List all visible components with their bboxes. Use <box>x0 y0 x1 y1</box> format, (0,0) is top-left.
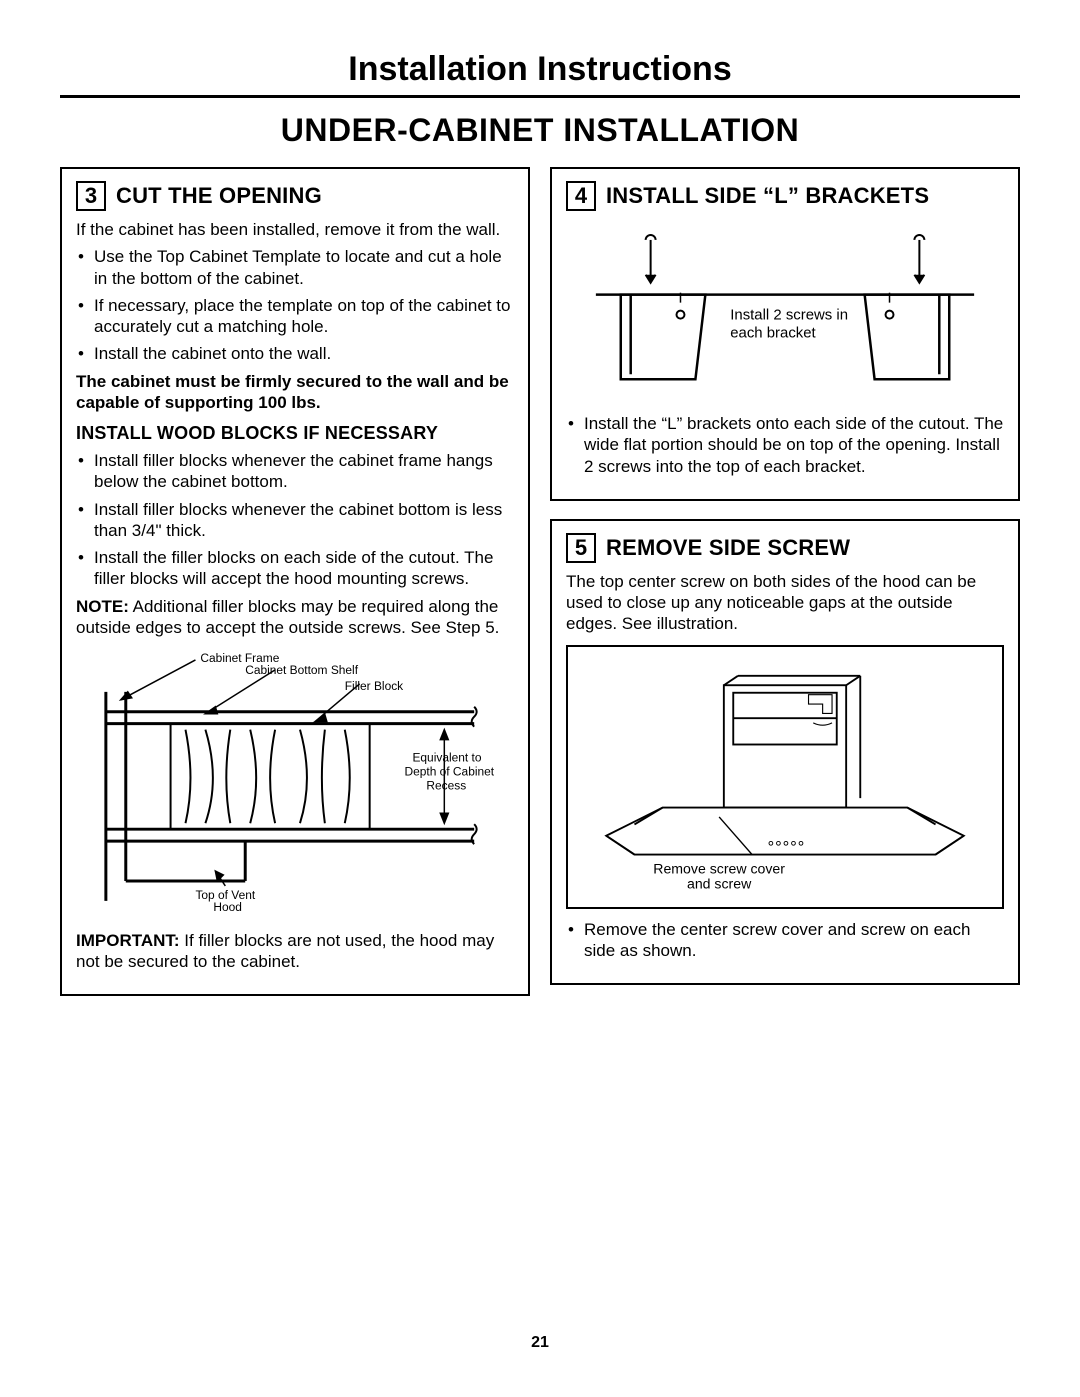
two-column-layout: 3 CUT THE OPENING If the cabinet has bee… <box>60 167 1020 1014</box>
bullet-item: Remove the center screw cover and screw … <box>566 919 1004 962</box>
bullet-item: Install the filler blocks on each side o… <box>76 547 514 590</box>
label-filler-block: Filler Block <box>345 679 403 693</box>
step-4-bullets: Install the “L” brackets onto each side … <box>566 413 1004 477</box>
l-bracket-diagram-svg: Install 2 screws in each bracket <box>566 225 1004 394</box>
step-4-diagram: Install 2 screws in each bracket <box>566 221 1004 403</box>
label-bottom-shelf: Cabinet Bottom Shelf <box>245 663 358 677</box>
left-column: 3 CUT THE OPENING If the cabinet has bee… <box>60 167 530 1014</box>
label-equiv: Equivalent to <box>412 750 481 764</box>
label-depth: Depth of Cabinet <box>404 764 494 778</box>
right-column: 4 INSTALL SIDE “L” BRACKETS <box>550 167 1020 1014</box>
label-install-screws-2: each bracket <box>730 324 816 341</box>
bullet-item: Install the “L” brackets onto each side … <box>566 413 1004 477</box>
step-3-note: NOTE: Additional filler blocks may be re… <box>76 596 514 639</box>
label-remove-2: and screw <box>687 875 752 891</box>
bullet-item: Use the Top Cabinet Template to locate a… <box>76 246 514 289</box>
step-4-box: 4 INSTALL SIDE “L” BRACKETS <box>550 167 1020 501</box>
section-title: UNDER-CABINET INSTALLATION <box>60 112 1020 149</box>
step-3-box: 3 CUT THE OPENING If the cabinet has bee… <box>60 167 530 996</box>
page-title: Installation Instructions <box>60 50 1020 89</box>
step-5-intro: The top center screw on both sides of th… <box>566 571 1004 635</box>
step-5-bullets: Remove the center screw cover and screw … <box>566 919 1004 962</box>
label-hood: Hood <box>213 900 242 911</box>
bullet-item: Install filler blocks whenever the cabin… <box>76 499 514 542</box>
step-3-number: 3 <box>76 181 106 211</box>
bullet-item: Install the cabinet onto the wall. <box>76 343 514 364</box>
step-3-subhead: INSTALL WOOD BLOCKS IF NECESSARY <box>76 423 514 444</box>
step-5-number: 5 <box>566 533 596 563</box>
important-label: IMPORTANT: <box>76 931 180 950</box>
label-remove-1: Remove screw cover <box>653 860 785 876</box>
step-4-header: 4 INSTALL SIDE “L” BRACKETS <box>566 181 1004 211</box>
step-3-important: IMPORTANT: If filler blocks are not used… <box>76 930 514 973</box>
step-3-diagram: Cabinet Frame Cabinet Bottom Shelf Fille… <box>76 648 514 920</box>
step-5-title: REMOVE SIDE SCREW <box>606 535 850 561</box>
bullet-item: Install filler blocks whenever the cabin… <box>76 450 514 493</box>
bullet-item: If necessary, place the template on top … <box>76 295 514 338</box>
step-5-box: 5 REMOVE SIDE SCREW The top center screw… <box>550 519 1020 985</box>
note-label: NOTE: <box>76 597 129 616</box>
cabinet-diagram-svg: Cabinet Frame Cabinet Bottom Shelf Fille… <box>76 652 514 911</box>
step-4-title: INSTALL SIDE “L” BRACKETS <box>606 183 929 209</box>
horizontal-rule <box>60 95 1020 98</box>
step-4-number: 4 <box>566 181 596 211</box>
step-5-diagram: Remove screw cover and screw <box>566 645 1004 909</box>
label-install-screws-1: Install 2 screws in <box>730 307 848 324</box>
step-3-bullets-1: Use the Top Cabinet Template to locate a… <box>76 246 514 364</box>
label-recess: Recess <box>426 778 466 792</box>
hood-diagram-svg: Remove screw cover and screw <box>578 657 992 892</box>
note-text: Additional filler blocks may be required… <box>76 597 499 637</box>
step-3-title: CUT THE OPENING <box>116 183 322 209</box>
page-number: 21 <box>60 1334 1020 1352</box>
step-3-header: 3 CUT THE OPENING <box>76 181 514 211</box>
step-5-header: 5 REMOVE SIDE SCREW <box>566 533 1004 563</box>
step-3-bullets-2: Install filler blocks whenever the cabin… <box>76 450 514 590</box>
step-3-intro: If the cabinet has been installed, remov… <box>76 219 514 240</box>
step-3-warning: The cabinet must be firmly secured to th… <box>76 371 514 414</box>
